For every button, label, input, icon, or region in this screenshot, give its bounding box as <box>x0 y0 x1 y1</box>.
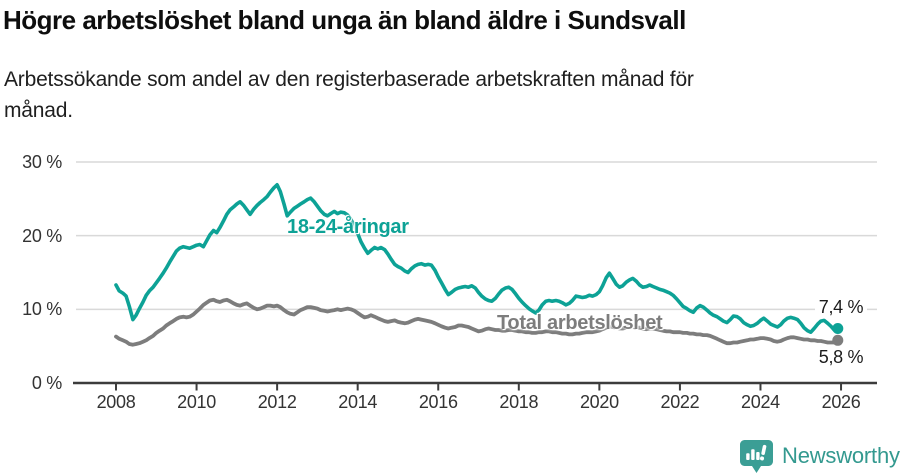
x-tick-label: 2026 <box>821 392 861 412</box>
series-label-youth: 18-24-åringar <box>287 216 409 238</box>
brand-footer: Newsworthy <box>739 438 900 474</box>
y-tick-label: 30 % <box>22 151 62 172</box>
x-tick-label: 2010 <box>177 392 216 412</box>
series-line-total <box>114 297 840 347</box>
x-tick-label: 2008 <box>96 392 136 412</box>
y-tick-label: 0 % <box>31 373 62 393</box>
x-tick-label: 2012 <box>257 392 297 412</box>
y-tick-label: 10 % <box>22 299 62 320</box>
x-tick-label: 2016 <box>418 392 458 412</box>
x-tick-label: 2020 <box>579 392 619 412</box>
x-tick-label: 2014 <box>338 392 378 412</box>
chart-subtitle-line-2: månad. <box>4 99 73 122</box>
end-value-label-youth: 7,4 % <box>815 296 867 318</box>
x-tick-label: 2018 <box>499 392 539 412</box>
x-tick-label: 2022 <box>660 392 700 412</box>
series-line-youth <box>114 183 840 335</box>
end-value-label-total: 5,8 % <box>815 346 867 368</box>
series-label-total: Total arbetslöshet <box>497 312 663 334</box>
chart-title: Högre arbetslöshet bland unga än bland ä… <box>3 5 686 35</box>
chart-subtitle-line-1: Arbetssökande som andel av den registerb… <box>4 68 694 91</box>
series-end-dot-youth <box>832 323 844 334</box>
chart-subtitle: Arbetssökande som andel av den registerb… <box>4 64 694 126</box>
y-tick-label: 20 % <box>22 225 62 246</box>
x-tick-label: 2024 <box>741 392 780 412</box>
newsworthy-logo-icon <box>740 439 773 473</box>
series-end-dot-total <box>832 334 844 346</box>
brand-name: Newsworthy <box>782 443 900 468</box>
